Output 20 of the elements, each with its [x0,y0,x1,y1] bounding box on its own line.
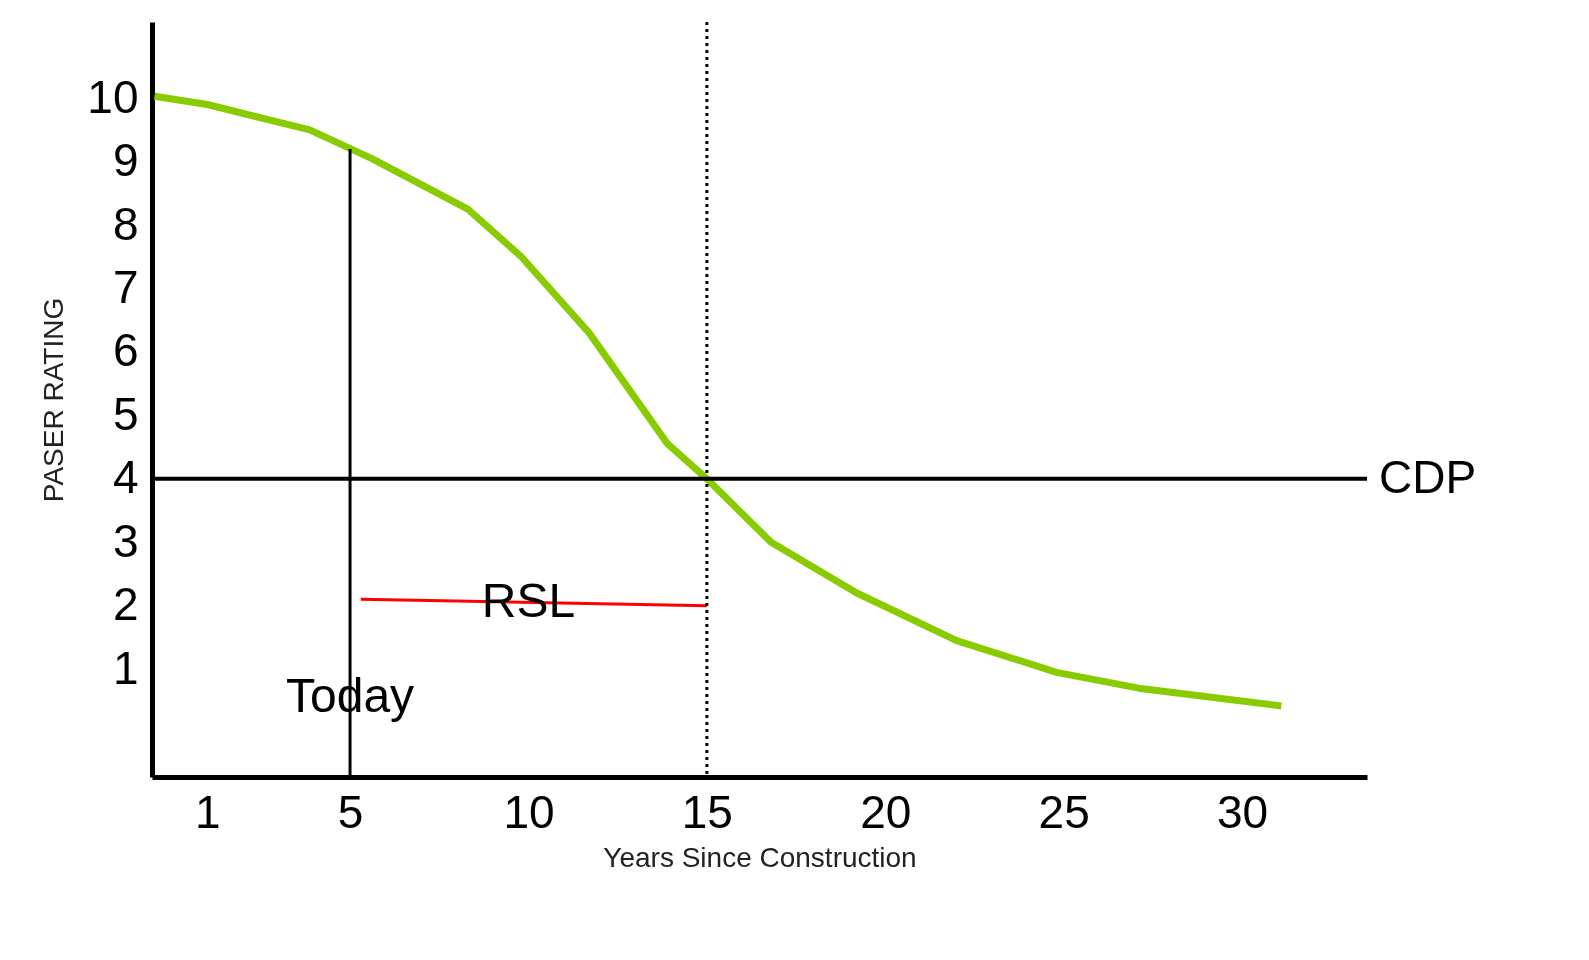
x-tick-label: 20 [860,785,912,838]
x-tick-label: 5 [337,785,364,838]
y-tick-label: 7 [112,260,139,313]
ref-line-label: CDP [1379,450,1477,503]
y-tick-label: 1 [112,641,139,694]
x-tick-label: 1 [195,785,221,838]
y-tick-label: 8 [112,197,139,250]
y-tick-label: 2 [112,578,139,631]
x-tick-label: 15 [681,785,733,838]
y-tick-label: 5 [112,387,139,440]
x-tick-label: 25 [1038,785,1090,838]
y-tick-label: 4 [112,451,139,504]
y-tick-label: 10 [87,70,139,123]
y-axis-title: PASER RATING [38,297,70,503]
y-tick-label: 6 [112,324,139,377]
x-tick-label: 30 [1217,785,1269,838]
x-axis-title: Years Since Construction [603,841,917,873]
y-tick-label: 9 [112,134,139,187]
x-tick-label: 10 [503,785,555,838]
y-tick-label: 3 [112,514,139,567]
